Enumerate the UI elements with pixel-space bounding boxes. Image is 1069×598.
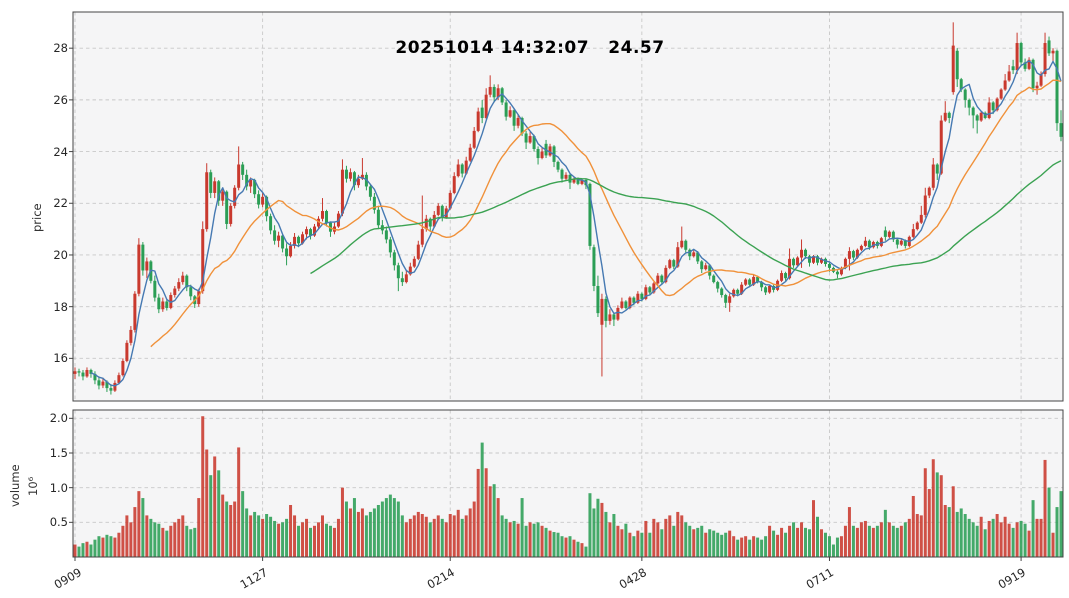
panel-backgrounds xyxy=(73,12,1063,557)
price-tick-28: 28 xyxy=(53,41,68,55)
price-tick-26: 26 xyxy=(53,93,68,107)
ma20-line xyxy=(150,79,1062,348)
price-tick-20: 20 xyxy=(53,248,68,262)
volume-tick-1.0: 1.0 xyxy=(49,481,68,495)
chart-title: 20251014 14:32:07 24.57 xyxy=(395,38,665,58)
ma60-line xyxy=(310,160,1062,281)
price-tick-24: 24 xyxy=(53,145,68,159)
candles-group xyxy=(73,22,1063,395)
volume-bars-group xyxy=(73,416,1063,557)
volume-tick-2.0: 2.0 xyxy=(49,411,68,425)
volume-axis-label: volume xyxy=(8,464,22,507)
price-tick-18: 18 xyxy=(53,300,68,314)
volume-tick-1.5: 1.5 xyxy=(49,446,68,460)
price-tick-16: 16 xyxy=(53,351,68,365)
price-tick-22: 22 xyxy=(53,196,68,210)
axes-spines xyxy=(69,11,1064,561)
volume-tick-0.5: 0.5 xyxy=(49,515,68,529)
ma-lines-group xyxy=(90,60,1062,387)
